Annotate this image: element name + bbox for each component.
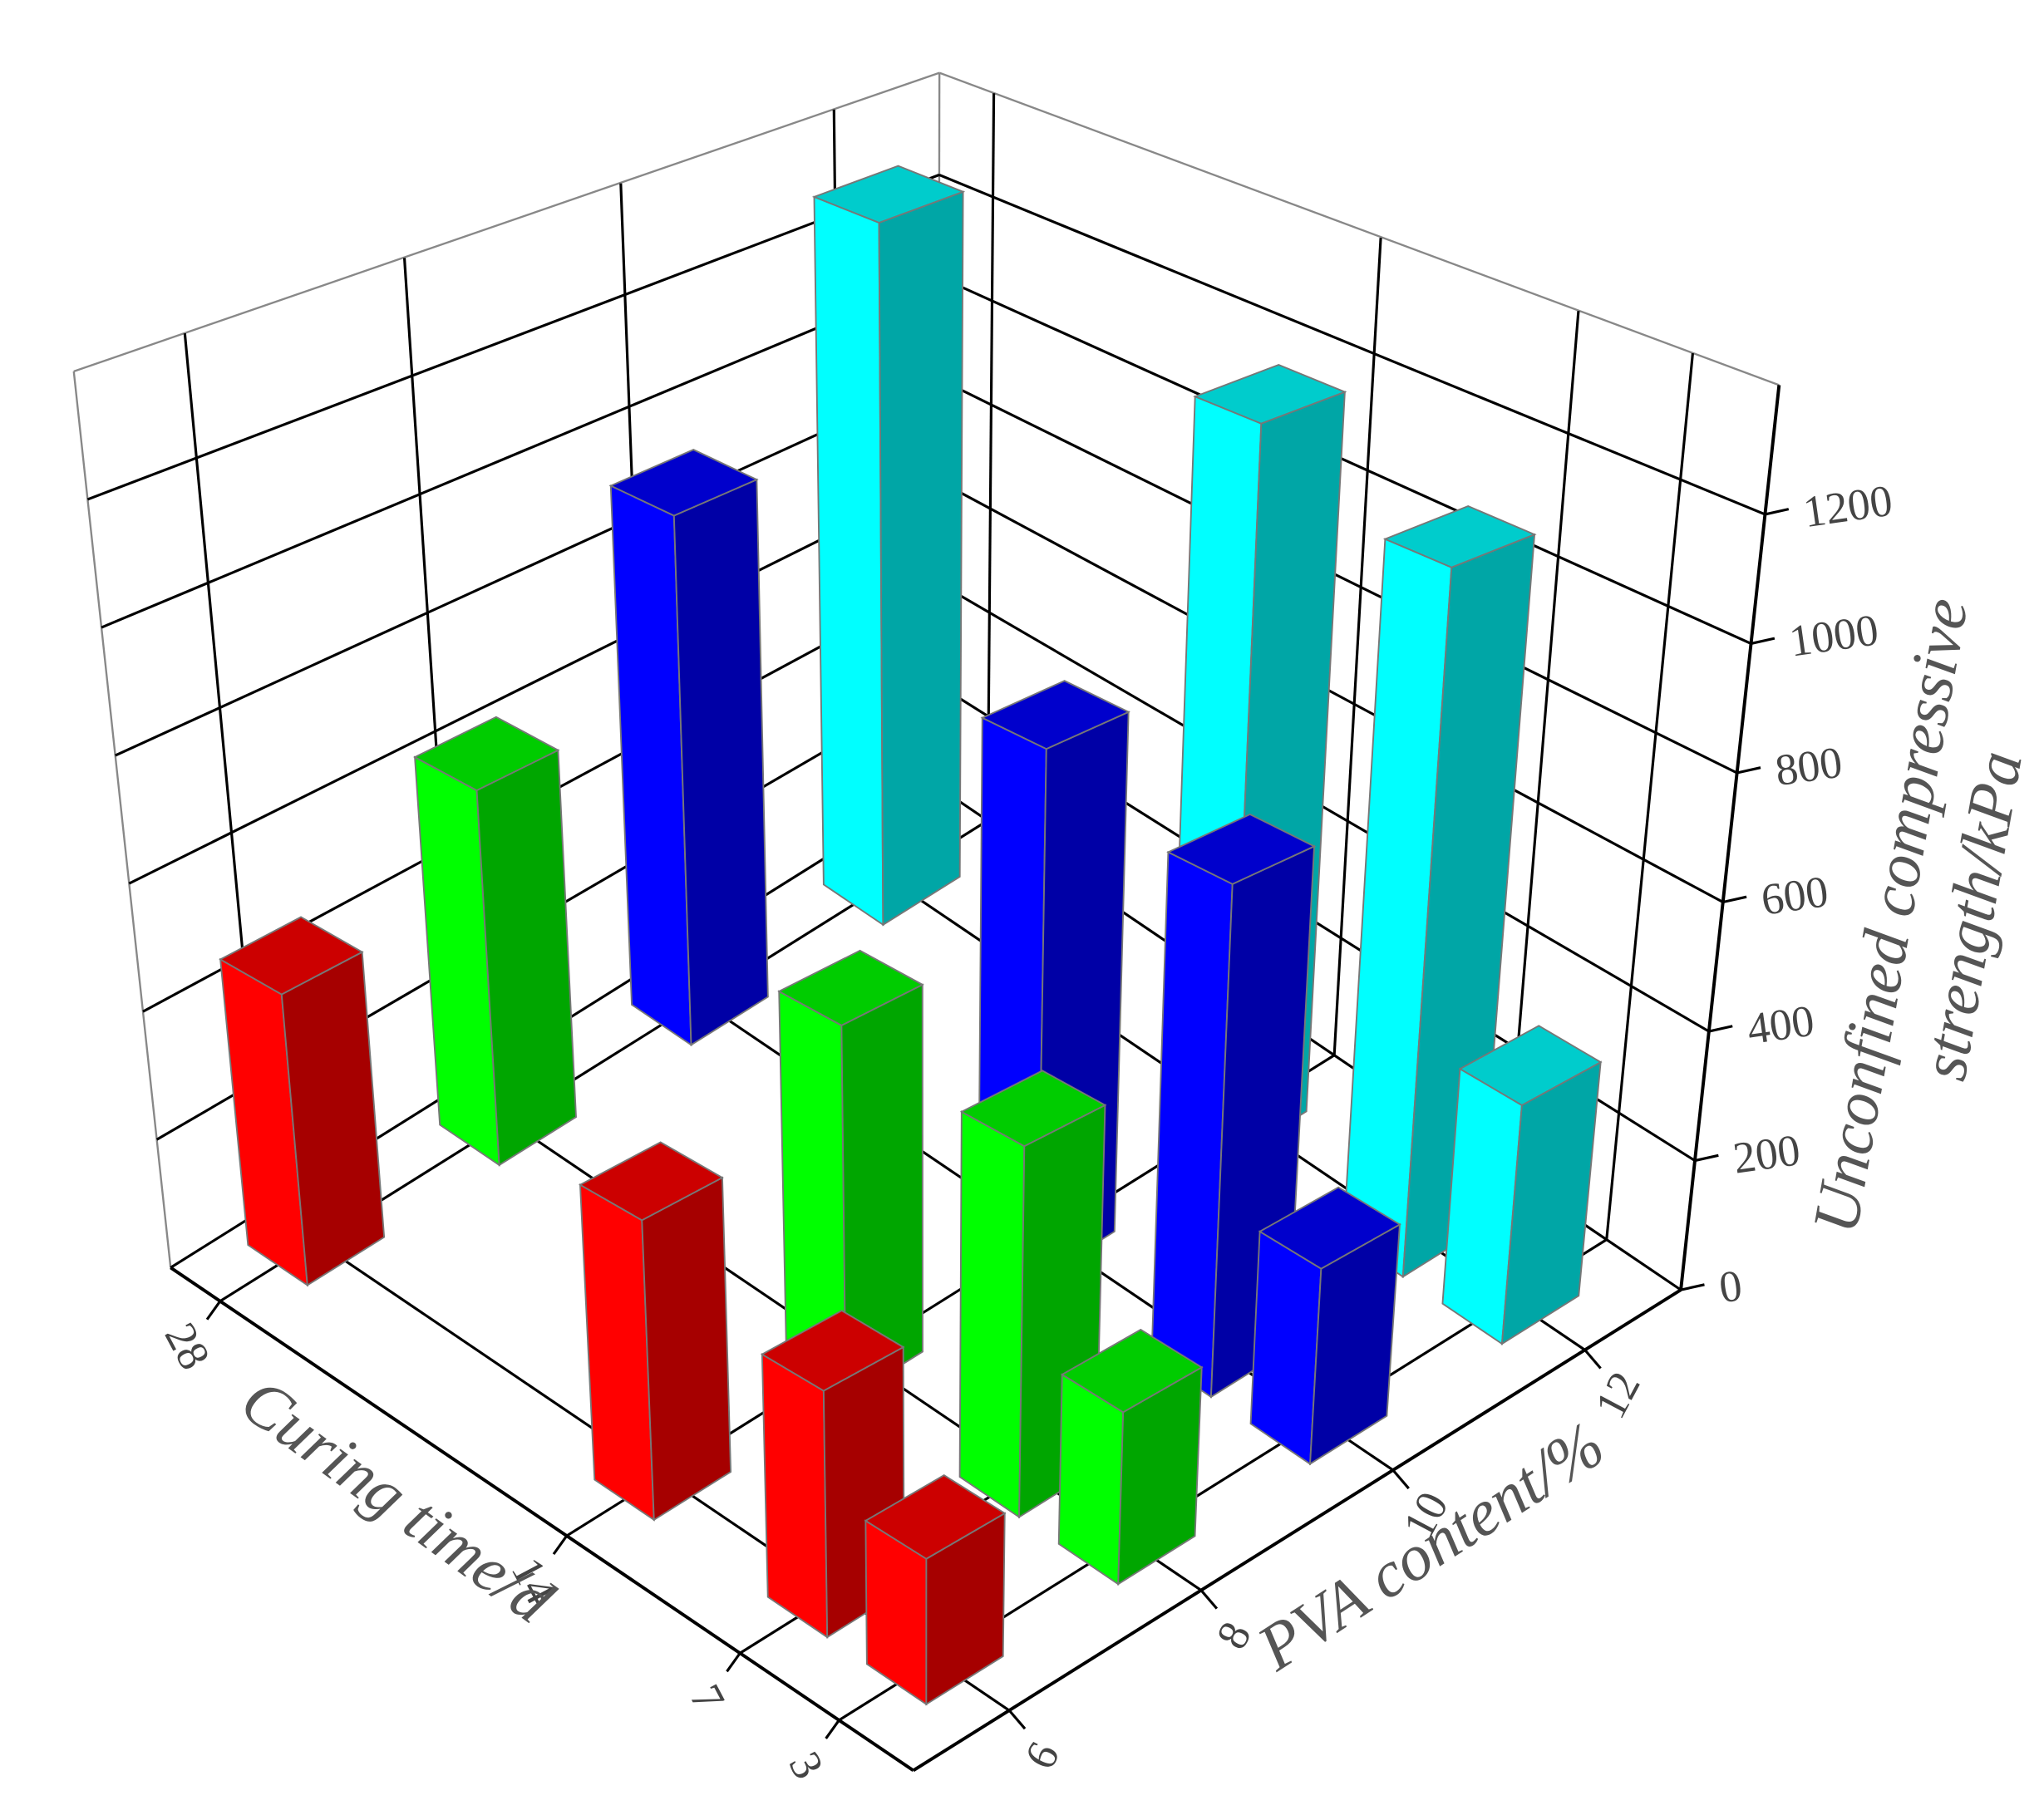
bar [608, 449, 769, 1047]
z-tick [1708, 1025, 1733, 1033]
z-tick-label: 800 [1772, 737, 1845, 796]
grid-line [1605, 352, 1694, 1240]
bar-face-top [608, 449, 759, 517]
box-edge [73, 71, 940, 373]
grid-line [101, 275, 940, 629]
grid-line [938, 582, 1710, 1033]
x-tick [726, 1652, 741, 1673]
bar-face-left [958, 1110, 1026, 1519]
bar-face-top [777, 949, 924, 1026]
bar-face-top [811, 165, 966, 224]
grid-line [986, 93, 996, 821]
x-tick [205, 1300, 222, 1321]
bar-face-top [1166, 813, 1317, 885]
grid-line [938, 173, 1766, 516]
z-tick [1751, 637, 1776, 645]
box-edge [938, 71, 1780, 386]
bar-face-top [760, 1309, 905, 1392]
grid-line [1506, 311, 1580, 1173]
bar [1057, 1328, 1204, 1586]
z-tick [1694, 1153, 1719, 1163]
bar [1342, 504, 1537, 1279]
bar-face-top [864, 1474, 1007, 1560]
z-tick-label: 600 [1758, 866, 1831, 925]
bar [1249, 1186, 1401, 1466]
grid-line [128, 480, 939, 885]
y-tick [1391, 1468, 1410, 1490]
z-tick-label: 400 [1744, 996, 1817, 1055]
bar-face-top [1258, 1186, 1401, 1270]
z-tick [1736, 766, 1761, 775]
z-tick [1765, 508, 1790, 516]
grid-line [938, 275, 1752, 645]
bar-face-top [1382, 504, 1537, 568]
bar-face-top [959, 1070, 1107, 1148]
y-tick [1199, 1589, 1219, 1610]
y-axis [912, 1288, 1682, 1773]
bar-face-top [980, 680, 1130, 750]
z-tick [1680, 1283, 1705, 1291]
bar [219, 916, 386, 1287]
grid-line [86, 173, 940, 501]
grid-line [115, 377, 940, 757]
bar-face-right [672, 478, 769, 1047]
x-tick [825, 1719, 840, 1739]
z-tick-label: 200 [1730, 1124, 1803, 1183]
bar-face-left [761, 1352, 829, 1639]
z-tick [1722, 895, 1747, 904]
z-tick-label: 1000 [1786, 604, 1881, 666]
bar-face-left [813, 195, 884, 927]
bar-face-top [579, 1141, 724, 1222]
bar-face-right [878, 190, 964, 927]
x-tick [552, 1535, 569, 1556]
bar [579, 1141, 732, 1522]
y-tick [1007, 1709, 1027, 1730]
bar-face-left [1249, 1230, 1322, 1466]
bar [777, 949, 924, 1402]
bar-face-top [1458, 1025, 1603, 1106]
bar-face-right [641, 1176, 732, 1522]
bar [1441, 1025, 1603, 1345]
z-tick-label: 1200 [1800, 475, 1895, 537]
x-axis [170, 1266, 914, 1773]
grid-line [938, 480, 1724, 903]
y-tick [1583, 1349, 1602, 1370]
grid-line [938, 377, 1738, 775]
box-edge [72, 371, 172, 1268]
bar [864, 1474, 1007, 1706]
bar-face-top [219, 916, 364, 996]
bar-face-top [1060, 1328, 1204, 1414]
z-axis [1679, 385, 1781, 1291]
bar-face-top [413, 716, 560, 792]
grid-line [1332, 238, 1382, 1055]
bar [413, 716, 577, 1167]
bar-face-top [1193, 363, 1347, 425]
bar [811, 165, 966, 927]
